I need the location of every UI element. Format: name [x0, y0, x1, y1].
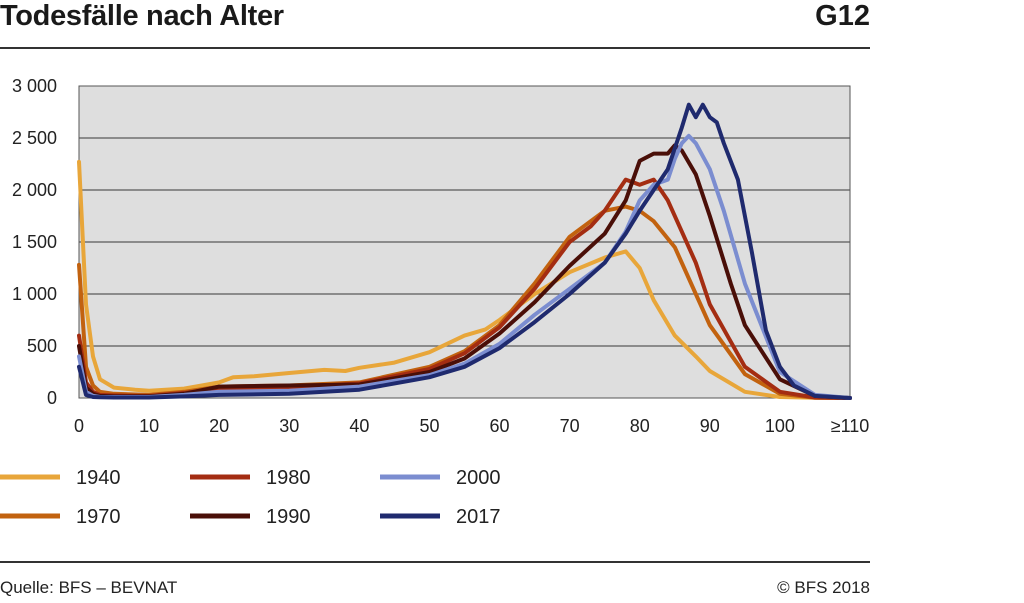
- x-tick-label: 40: [349, 416, 369, 436]
- x-tick-label: 10: [139, 416, 159, 436]
- y-tick-label: 1 500: [12, 232, 57, 252]
- series-line-2017: [77, 102, 852, 400]
- y-tick-label: 2 000: [12, 180, 57, 200]
- footer-divider: [0, 561, 870, 563]
- series-line-1940: [77, 159, 852, 400]
- chart-title: Todesfälle nach Alter: [0, 0, 284, 32]
- legend-label-1990: 1990: [266, 506, 311, 528]
- x-tick-label: 80: [630, 416, 650, 436]
- x-tick-label: 20: [209, 416, 229, 436]
- y-tick-label: 2 500: [12, 128, 57, 148]
- x-tick-label: 30: [279, 416, 299, 436]
- legend-label-1970: 1970: [76, 506, 121, 528]
- copyright-note: © BFS 2018: [777, 578, 870, 597]
- y-tick-label: 1 000: [12, 284, 57, 304]
- legend-label-1980: 1980: [266, 467, 311, 489]
- source-note: Quelle: BFS – BEVNAT: [0, 578, 178, 597]
- x-tick-label: 100: [765, 416, 795, 436]
- x-tick-label: 60: [490, 416, 510, 436]
- y-tick-label: 0: [47, 388, 57, 408]
- y-tick-label: 500: [27, 336, 57, 356]
- x-tick-label: ≥110: [831, 416, 870, 436]
- legend-label-1940: 1940: [76, 467, 121, 489]
- x-tick-label: 90: [700, 416, 720, 436]
- line-chart: 0 500 1 000 1 500 2 000 2 500 3 000 0 10 20 30 40 50…: [0, 76, 870, 528]
- x-tick-label: 70: [560, 416, 580, 436]
- legend-label-2017: 2017: [456, 506, 501, 528]
- chart-code: G12: [815, 0, 870, 32]
- legend-label-2000: 2000: [456, 467, 501, 489]
- y-tick-label: 3 000: [12, 76, 57, 96]
- header-divider: [0, 47, 870, 49]
- x-tick-label: 0: [74, 416, 84, 436]
- x-tick-label: 50: [419, 416, 439, 436]
